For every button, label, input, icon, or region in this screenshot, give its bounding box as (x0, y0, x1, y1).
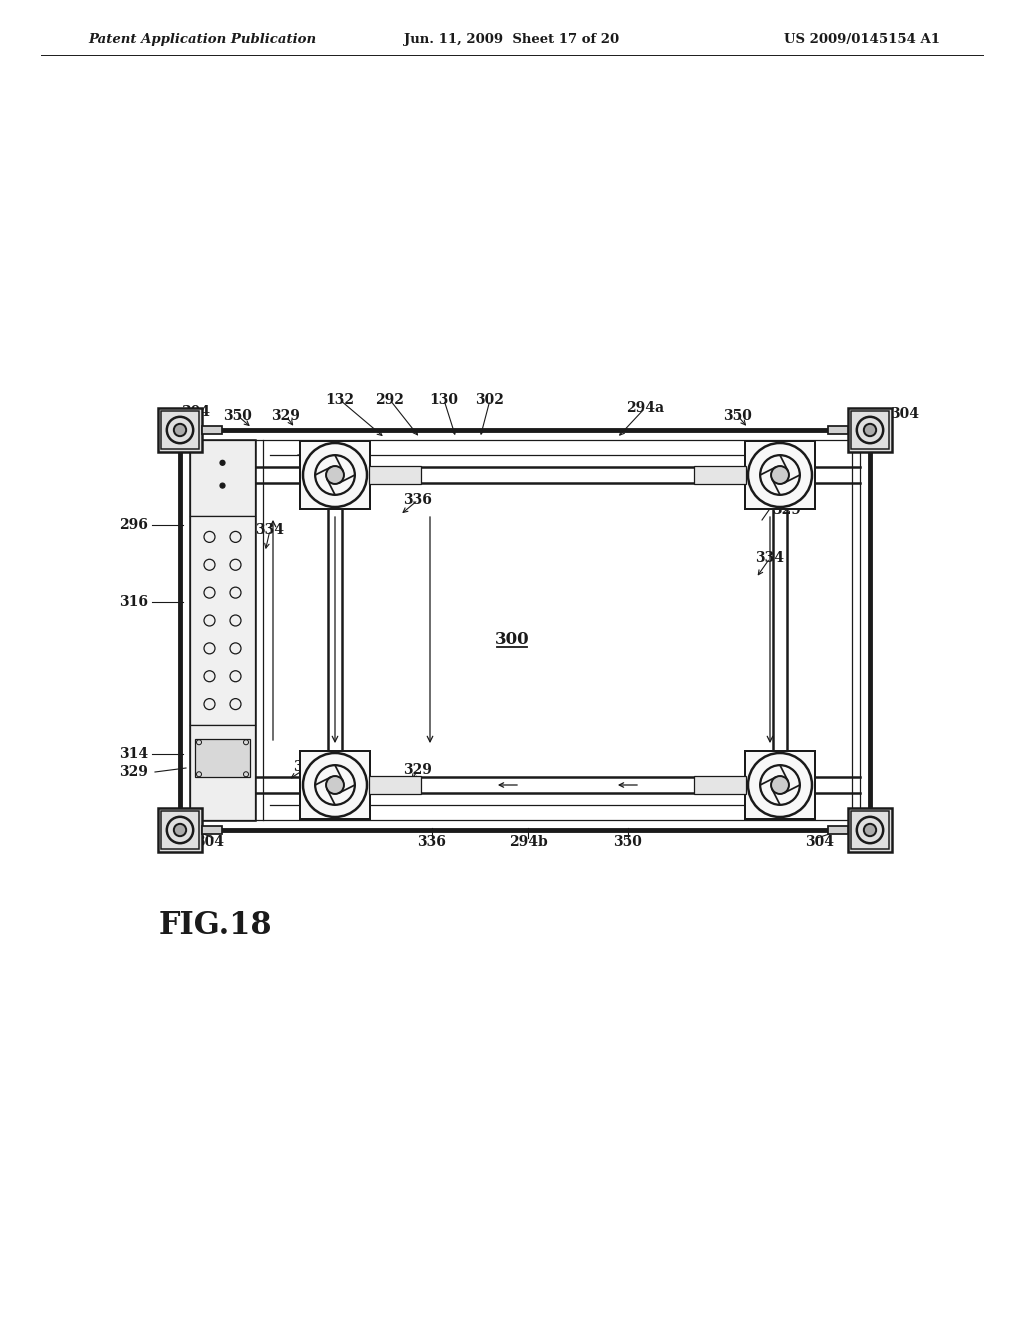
Text: 329: 329 (271, 409, 300, 422)
Bar (828, 426, 848, 434)
Bar (369, 776, 421, 795)
Text: 329: 329 (119, 766, 148, 779)
Circle shape (771, 776, 788, 793)
Circle shape (771, 466, 788, 484)
Text: 294a: 294a (626, 401, 664, 414)
Text: 304: 304 (890, 407, 919, 421)
Text: 132: 132 (326, 393, 354, 407)
Bar (851, 412, 889, 449)
Bar (300, 751, 371, 818)
Bar (158, 408, 202, 451)
Bar (369, 466, 421, 484)
Text: 350: 350 (613, 836, 642, 849)
Bar (190, 440, 255, 516)
Bar (848, 408, 892, 451)
Bar (744, 441, 815, 508)
Circle shape (220, 483, 225, 488)
Text: 336: 336 (403, 492, 432, 507)
Bar (190, 725, 255, 820)
Bar (180, 430, 870, 830)
Circle shape (326, 776, 344, 793)
Circle shape (174, 424, 186, 436)
Bar (162, 412, 199, 449)
Text: 292: 292 (376, 393, 404, 407)
Text: 314: 314 (119, 747, 148, 762)
Text: US 2009/0145154 A1: US 2009/0145154 A1 (784, 33, 940, 46)
Bar (694, 466, 746, 484)
Bar (848, 808, 892, 851)
Text: 300: 300 (495, 631, 529, 648)
Text: 302: 302 (475, 393, 505, 407)
Circle shape (174, 824, 186, 836)
Bar (162, 812, 199, 849)
Text: 334: 334 (256, 523, 285, 537)
Circle shape (326, 466, 344, 484)
Bar (694, 776, 746, 795)
Text: 304: 304 (181, 405, 211, 418)
Text: FIG.18: FIG.18 (158, 909, 271, 940)
Text: 329: 329 (403, 763, 432, 777)
Text: 316: 316 (119, 595, 148, 609)
Text: 334: 334 (756, 550, 784, 565)
Bar (190, 440, 255, 820)
Bar (828, 826, 848, 834)
Bar (190, 516, 255, 725)
Text: Jun. 11, 2009  Sheet 17 of 20: Jun. 11, 2009 Sheet 17 of 20 (404, 33, 620, 46)
Text: Patent Application Publication: Patent Application Publication (88, 33, 316, 46)
Bar (202, 826, 222, 834)
Text: 304: 304 (806, 836, 835, 849)
Bar (851, 812, 889, 849)
Text: 329: 329 (772, 503, 801, 517)
Text: 350: 350 (294, 760, 323, 774)
Text: 304: 304 (196, 836, 224, 849)
Circle shape (220, 461, 225, 465)
Bar (195, 739, 250, 777)
Bar (190, 440, 860, 820)
Circle shape (864, 424, 877, 436)
Text: 296: 296 (119, 517, 148, 532)
Text: 130: 130 (429, 393, 459, 407)
Bar (158, 808, 202, 851)
Text: 350: 350 (724, 409, 753, 422)
Bar (744, 751, 815, 818)
Bar (300, 441, 371, 508)
Text: 350: 350 (223, 409, 253, 422)
Bar (202, 426, 222, 434)
Text: 336: 336 (418, 836, 446, 849)
Text: 294b: 294b (509, 836, 548, 849)
Circle shape (864, 824, 877, 836)
